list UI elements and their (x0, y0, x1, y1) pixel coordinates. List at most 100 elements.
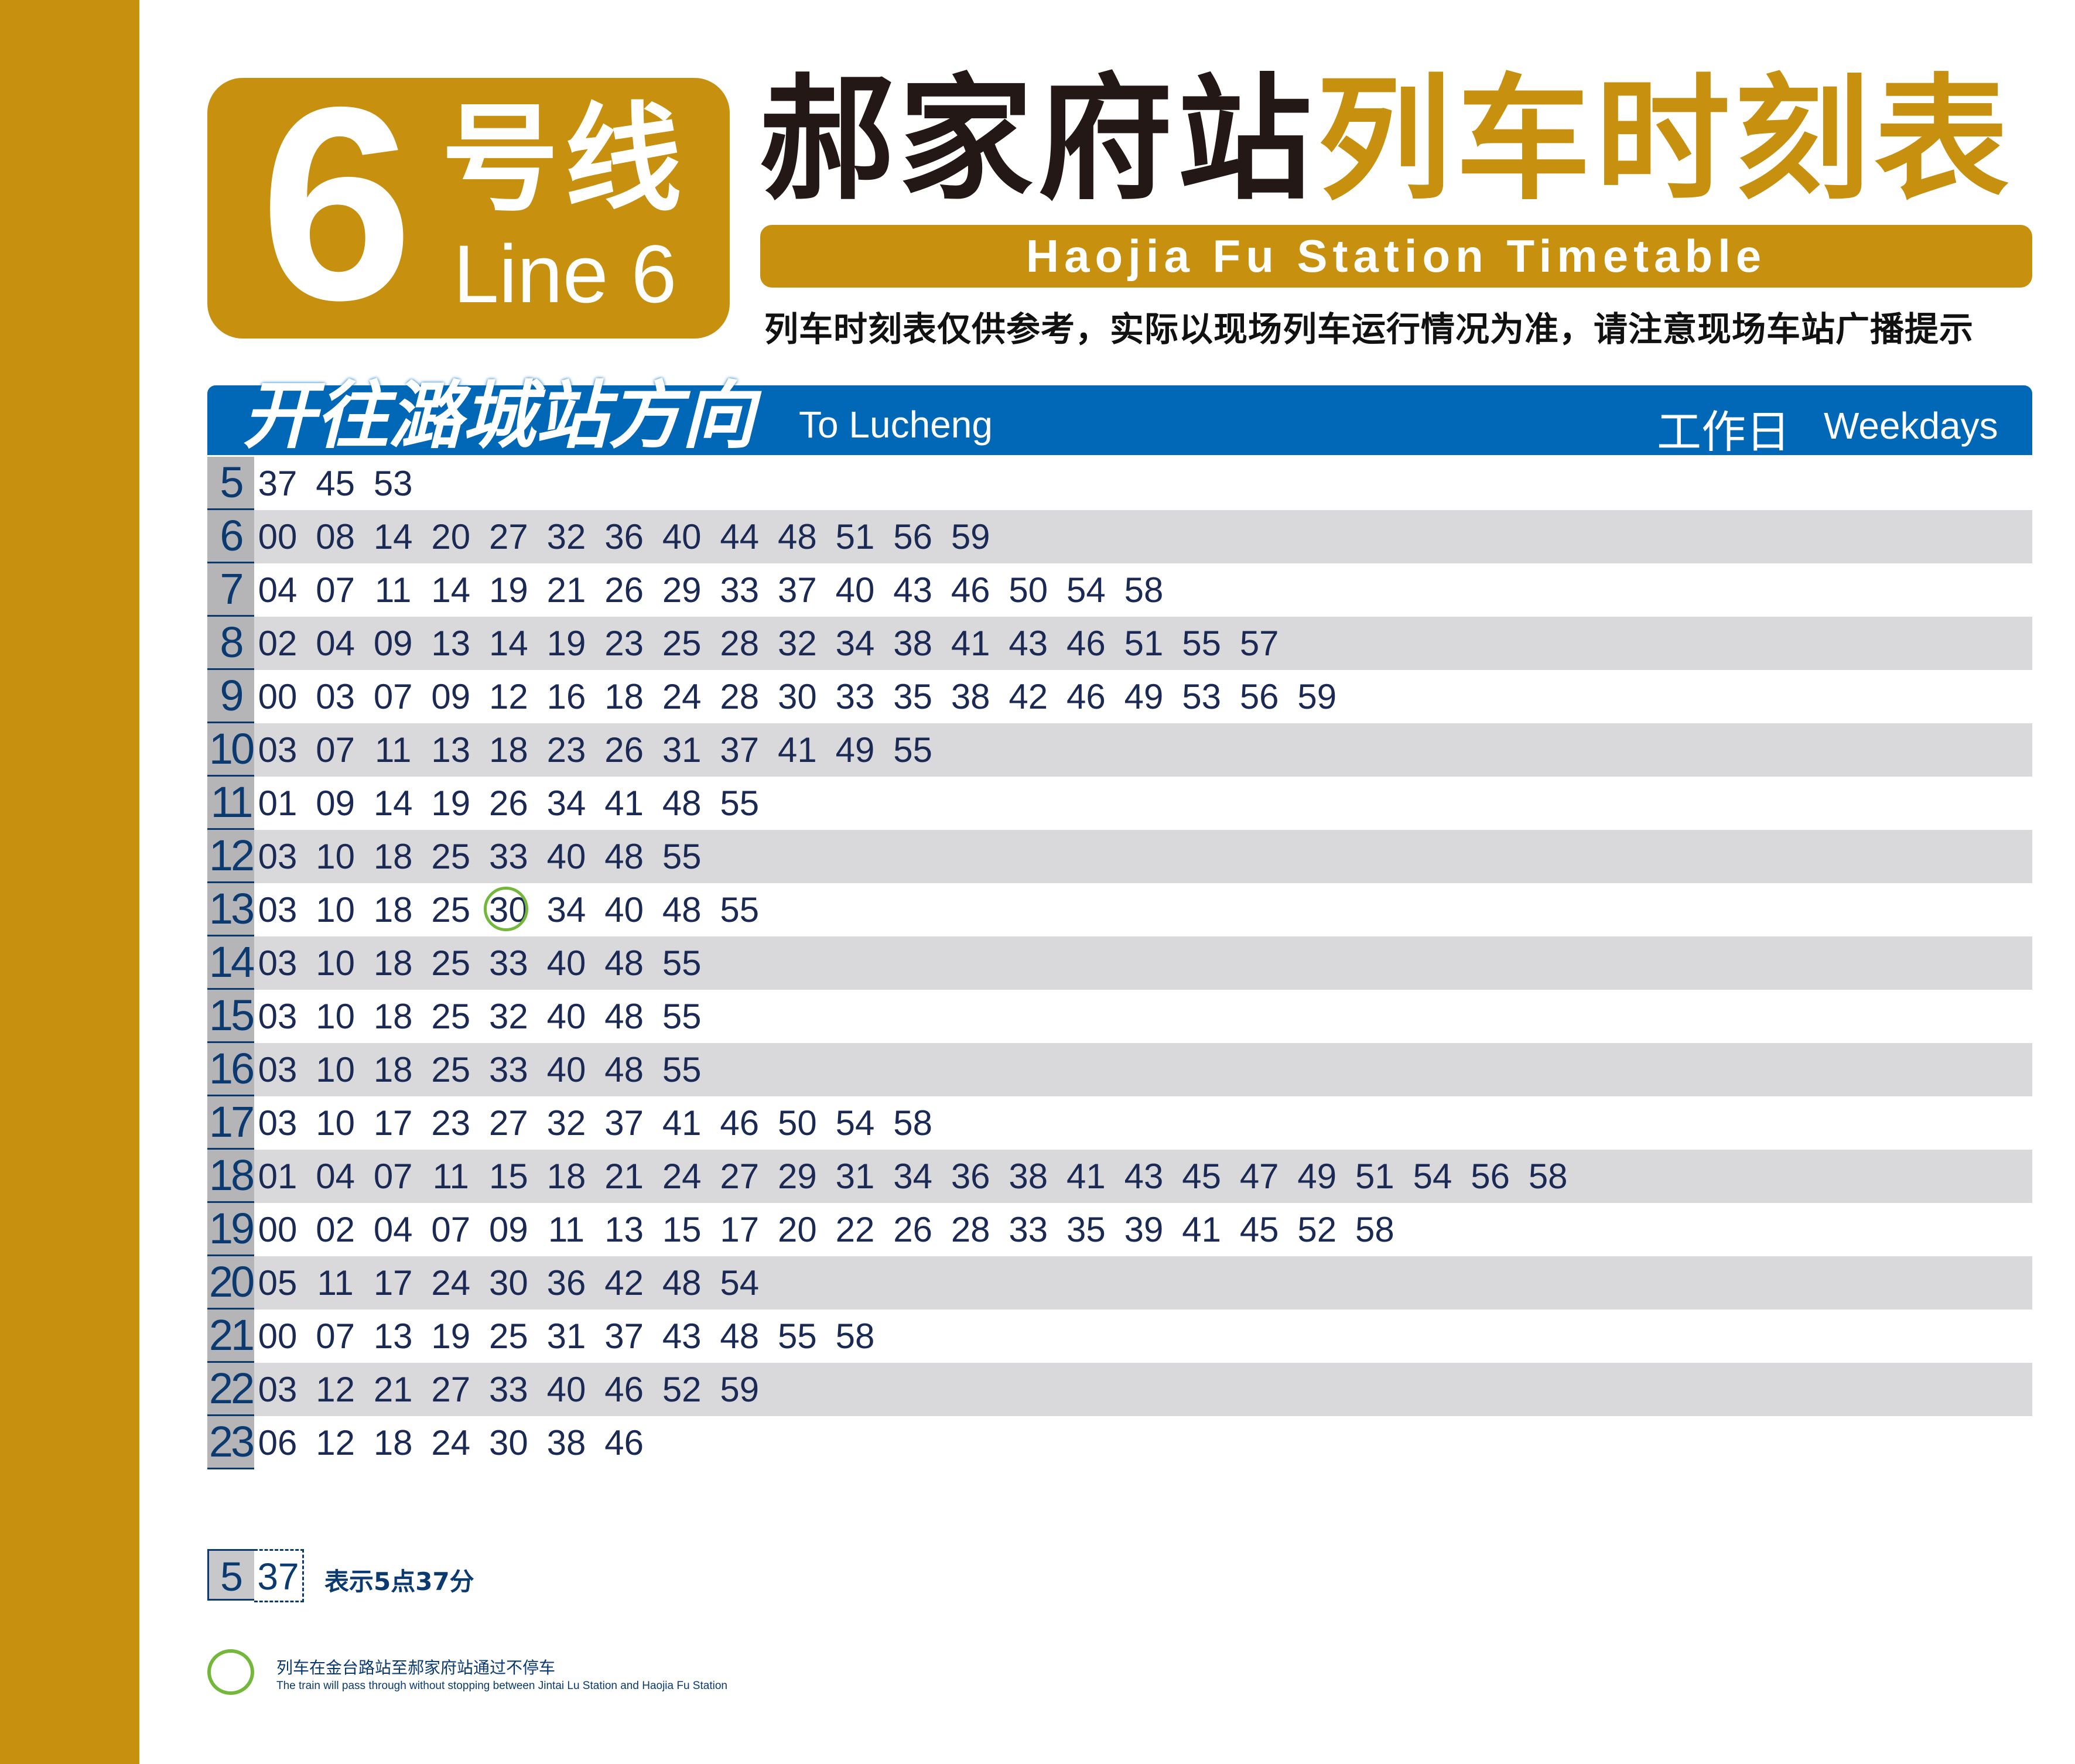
minute-cell: 48 (662, 784, 702, 823)
minute-cell: 47 (1239, 1157, 1279, 1196)
minute-cell: 17 (373, 1103, 413, 1143)
minute-cell: 48 (720, 1317, 760, 1356)
notice-text: 列车时刻表仅供参考，实际以现场列车运行情况为准，请注意现场车站广播提示 (764, 309, 1974, 349)
minute-cell: 55 (720, 890, 760, 929)
day-type-cn: 工作日 (1657, 406, 1790, 458)
hour-cell: 20 (207, 1256, 255, 1310)
minute-cell: 19 (431, 784, 471, 823)
legend-hour-cell: 5 (207, 1549, 254, 1601)
minute-cell: 14 (489, 624, 528, 663)
minute-cell: 07 (316, 730, 355, 770)
minute-cell: 38 (1009, 1157, 1048, 1196)
minute-cell: 36 (546, 1263, 586, 1303)
minute-cell-pass-through: 30 (484, 883, 532, 936)
minute-cell: 55 (662, 837, 702, 876)
minute-cell: 55 (662, 997, 702, 1036)
hour-cell: 6 (207, 510, 254, 563)
minute-cell: 40 (662, 517, 702, 556)
minute-cell: 05 (258, 1263, 298, 1303)
minute-cell: 33 (489, 943, 528, 983)
minute-cell: 32 (546, 1103, 586, 1143)
minute-cell: 40 (546, 1050, 586, 1089)
table-row: 14 03 10 18 25 33 40 48 55 (207, 936, 2032, 990)
minute-cell: 36 (951, 1157, 990, 1196)
minute-cell: 39 (1124, 1210, 1164, 1249)
minute-cell: 21 (546, 570, 586, 610)
hour-cell: 16 (207, 1043, 255, 1096)
minute-cell: 27 (720, 1157, 760, 1196)
minute-cell: 48 (604, 1050, 644, 1089)
hour-cell: 10 (207, 723, 255, 777)
minute-cell: 44 (720, 517, 760, 556)
title-banner-en: Haojia Fu Station Timetable (760, 225, 2032, 288)
minute-cell: 25 (431, 1050, 471, 1089)
minute-cell: 52 (1297, 1210, 1337, 1249)
minute-cell: 38 (893, 624, 932, 663)
minute-cell: 32 (778, 624, 817, 663)
minute-cell: 42 (604, 1263, 644, 1303)
minute-cell: 45 (1182, 1157, 1221, 1196)
minute-cell: 46 (1066, 624, 1106, 663)
table-row: 5 37 45 53 (207, 457, 2032, 510)
minute-cell: 18 (489, 730, 528, 770)
table-row: 19 00 02 04 07 09 11 13 15 17 20 22 26 28 33 35 39 41 45 52… (207, 1203, 2032, 1256)
table-row: 22 03 12 21 27 33 40 46 52 59 (207, 1363, 2032, 1416)
minute-cell: 59 (720, 1370, 760, 1409)
station-name-cn: 郝家府站 (759, 62, 1317, 218)
minute-cell: 40 (546, 943, 586, 983)
minute-cell: 59 (951, 517, 990, 556)
minute-cell: 31 (546, 1317, 586, 1356)
minute-cell: 15 (662, 1210, 702, 1249)
minute-cell: 36 (604, 517, 644, 556)
minute-cell: 03 (258, 730, 298, 770)
minute-cell: 07 (373, 1157, 413, 1196)
minute-cell: 25 (431, 890, 471, 929)
minute-cell: 18 (373, 890, 413, 929)
minute-cell: 34 (546, 890, 586, 929)
legend-pass-en: The train will pass through without stop… (276, 1680, 727, 1692)
minute-cell: 46 (720, 1103, 760, 1143)
line-label-cn: 号线 (442, 91, 688, 228)
minute-cell: 04 (258, 570, 298, 610)
minute-cell: 37 (258, 464, 298, 503)
minute-cell: 58 (1355, 1210, 1394, 1249)
minute-cell: 23 (604, 624, 644, 663)
minute-cell: 03 (258, 890, 298, 929)
minute-cell: 12 (316, 1423, 355, 1462)
minute-cell: 35 (1066, 1210, 1106, 1249)
hour-cell: 22 (207, 1363, 255, 1416)
minute-cell: 09 (373, 624, 413, 663)
minute-cell: 41 (1182, 1210, 1221, 1249)
minute-cell: 00 (258, 1317, 298, 1356)
minute-cell: 55 (662, 1050, 702, 1089)
minute-cell: 34 (835, 624, 875, 663)
minute-cell: 18 (604, 677, 644, 716)
minute-cell: 10 (316, 890, 355, 929)
minute-cell: 11 (432, 1157, 469, 1196)
minute-cell: 14 (373, 517, 413, 556)
minute-cell: 13 (431, 730, 471, 770)
minute-cell: 45 (316, 464, 355, 503)
minute-cell: 33 (720, 570, 760, 610)
minute-cell: 18 (373, 837, 413, 876)
minute-cell: 14 (373, 784, 413, 823)
minute-cell: 41 (662, 1103, 702, 1143)
minute-cell: 28 (720, 677, 760, 716)
minute-cell: 55 (778, 1317, 817, 1356)
minute-cell: 11 (548, 1210, 585, 1249)
minute-cell: 13 (604, 1210, 644, 1249)
table-row: 15 03 10 18 25 32 40 48 55 (207, 990, 2032, 1043)
minute-cell: 40 (546, 997, 586, 1036)
minute-cell: 58 (1528, 1157, 1568, 1196)
minute-cell: 23 (431, 1103, 471, 1143)
minute-cell: 24 (662, 677, 702, 716)
table-row: 18 01 04 07 11 15 18 21 24 27 29 31 34 36 38 41 43 45 47 49… (207, 1150, 2032, 1203)
minute-cell: 09 (431, 677, 471, 716)
minute-cell: 18 (373, 997, 413, 1036)
minute-cell: 51 (1124, 624, 1164, 663)
hour-cell: 12 (207, 830, 255, 883)
minute-cell: 37 (604, 1317, 644, 1356)
minute-cell: 06 (258, 1423, 298, 1462)
left-gold-stripe (0, 0, 139, 1764)
minute-cell: 04 (373, 1210, 413, 1249)
